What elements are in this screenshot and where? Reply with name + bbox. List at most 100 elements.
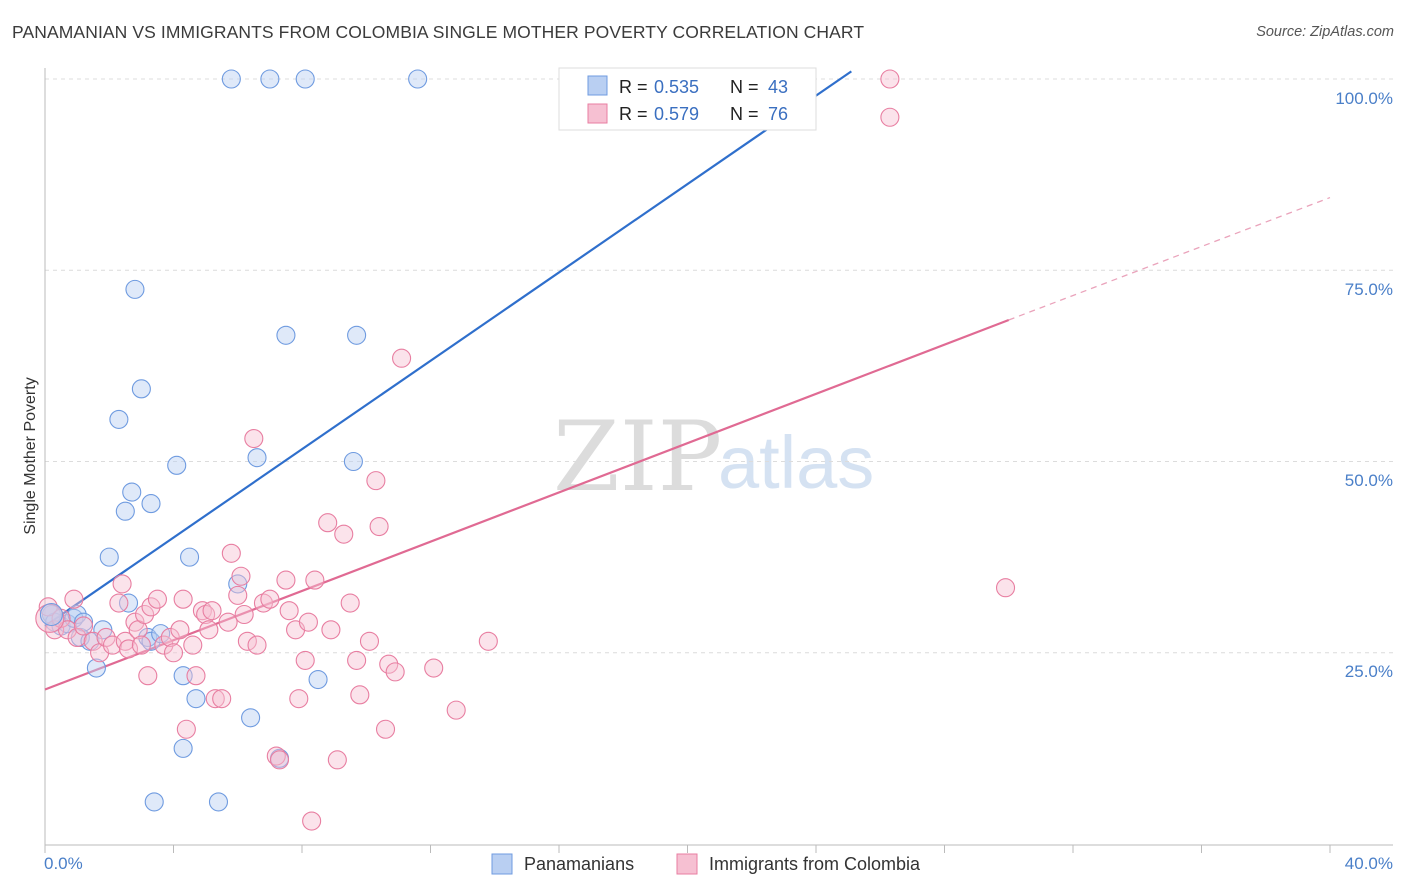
bottom-legend-swatch-colombia xyxy=(676,853,698,875)
data-point-colombia xyxy=(170,620,190,640)
data-point-colombia xyxy=(379,654,399,674)
data-point-panamanian xyxy=(228,574,248,594)
source-label: Source: ZipAtlas.com xyxy=(1256,24,1394,40)
data-point-colombia xyxy=(212,689,232,709)
data-point-panamanian xyxy=(109,409,129,429)
x-tick-label-max: 40.0% xyxy=(1345,854,1393,873)
data-point-colombia xyxy=(147,589,167,609)
data-point-colombia xyxy=(318,513,338,533)
data-point-colombia xyxy=(995,578,1016,598)
data-point-colombia xyxy=(234,604,254,625)
data-point-colombia xyxy=(102,635,123,655)
data-point-colombia xyxy=(183,635,203,655)
data-point-colombia xyxy=(228,585,248,605)
data-point-panamanian xyxy=(141,494,161,514)
data-point-colombia xyxy=(125,612,145,632)
data-point-colombia xyxy=(192,601,212,621)
data-point-panamanian xyxy=(118,593,139,613)
data-point-colombia xyxy=(118,639,139,659)
data-point-panamanian xyxy=(276,325,296,345)
data-point-panamanian xyxy=(151,624,171,644)
data-point-colombia xyxy=(279,601,299,621)
data-point-colombia xyxy=(327,750,347,770)
data-point-colombia xyxy=(302,811,322,831)
watermark-atlas: atlas xyxy=(718,421,874,504)
data-point-panamanian xyxy=(221,69,241,89)
data-point-panamanian xyxy=(343,451,363,472)
data-point-colombia xyxy=(880,107,900,127)
data-point-panamanian xyxy=(144,792,164,812)
data-point-colombia xyxy=(163,643,184,663)
data-point-colombia xyxy=(96,627,116,648)
legend-n-value-2: 76 xyxy=(768,104,788,124)
watermark-zip: ZIP xyxy=(553,401,722,513)
data-point-colombia xyxy=(478,631,498,651)
trend-line-colombia xyxy=(44,318,1010,691)
legend-stats: R = 0.535 N = 43 R = 0.579 N = 76 xyxy=(558,67,817,131)
data-point-colombia xyxy=(305,570,325,590)
data-point-colombia xyxy=(366,471,386,491)
data-point-colombia xyxy=(269,750,290,770)
data-point-colombia xyxy=(221,543,241,563)
legend-r-label-1: R = xyxy=(619,77,648,97)
trend-line-extrapolated-colombia xyxy=(1008,196,1331,321)
x-tick-label-min: 0.0% xyxy=(44,854,83,873)
data-point-panamanian xyxy=(308,669,328,690)
data-point-panamanian xyxy=(208,792,229,812)
data-point-colombia xyxy=(176,719,196,739)
data-point-colombia xyxy=(115,631,135,651)
data-point-colombia xyxy=(347,650,367,670)
data-point-colombia xyxy=(385,662,405,682)
data-point-colombia xyxy=(112,574,132,594)
data-point-colombia xyxy=(186,666,206,686)
data-point-colombia xyxy=(289,689,309,709)
data-point-colombia xyxy=(199,620,219,640)
bottom-legend-swatch-panamanians xyxy=(491,853,513,875)
data-point-colombia xyxy=(369,516,389,537)
y-tick-label-50: 50.0% xyxy=(1345,471,1393,490)
gridlines xyxy=(45,78,1393,654)
data-point-colombia xyxy=(205,689,225,709)
data-point-colombia xyxy=(260,589,280,609)
data-point-colombia xyxy=(276,570,296,590)
data-point-panamanian xyxy=(141,631,161,651)
data-point-colombia xyxy=(375,719,396,739)
data-point-panamanian xyxy=(67,604,87,625)
data-point-colombia xyxy=(446,700,466,720)
axes xyxy=(44,68,1393,853)
y-tick-label-100: 100.0% xyxy=(1335,89,1393,108)
data-point-colombia xyxy=(135,604,155,625)
data-point-colombia xyxy=(83,631,103,651)
data-point-colombia xyxy=(266,746,286,766)
data-point-colombia xyxy=(74,616,94,636)
data-point-colombia xyxy=(64,589,84,609)
data-point-colombia xyxy=(392,348,412,368)
trend-line-panamanians xyxy=(44,70,852,627)
data-point-panamanian xyxy=(180,547,200,567)
data-point-colombia xyxy=(173,589,193,609)
data-point-panamanian xyxy=(125,279,145,299)
data-point-panamanian xyxy=(241,708,261,728)
data-point-colombia xyxy=(244,428,264,449)
data-point-colombia xyxy=(880,69,900,89)
bottom-legend-label-colombia: Immigrants from Colombia xyxy=(709,854,921,874)
legend-r-label-2: R = xyxy=(619,104,648,124)
data-point-colombia xyxy=(321,620,341,640)
data-point-colombia xyxy=(340,593,360,613)
data-point-panamanian xyxy=(260,69,280,89)
data-point-panamanian xyxy=(86,658,106,678)
bottom-legend-label-panamanians: Panamanians xyxy=(524,854,634,874)
data-point-panamanian xyxy=(347,325,367,345)
data-point-panamanian xyxy=(122,482,142,502)
data-point-colombia xyxy=(138,666,158,686)
chart-title: PANAMANIAN VS IMMIGRANTS FROM COLOMBIA S… xyxy=(12,22,865,42)
data-point-colombia xyxy=(334,524,354,544)
data-point-colombia xyxy=(202,601,222,621)
data-point-colombia xyxy=(67,627,87,648)
data-point-panamanian xyxy=(295,69,315,89)
data-point-colombia xyxy=(424,658,444,678)
data-point-panamanian xyxy=(408,69,428,89)
data-point-panamanian xyxy=(131,379,151,399)
data-point-colombia xyxy=(350,685,370,705)
data-point-panamanian xyxy=(186,689,206,709)
